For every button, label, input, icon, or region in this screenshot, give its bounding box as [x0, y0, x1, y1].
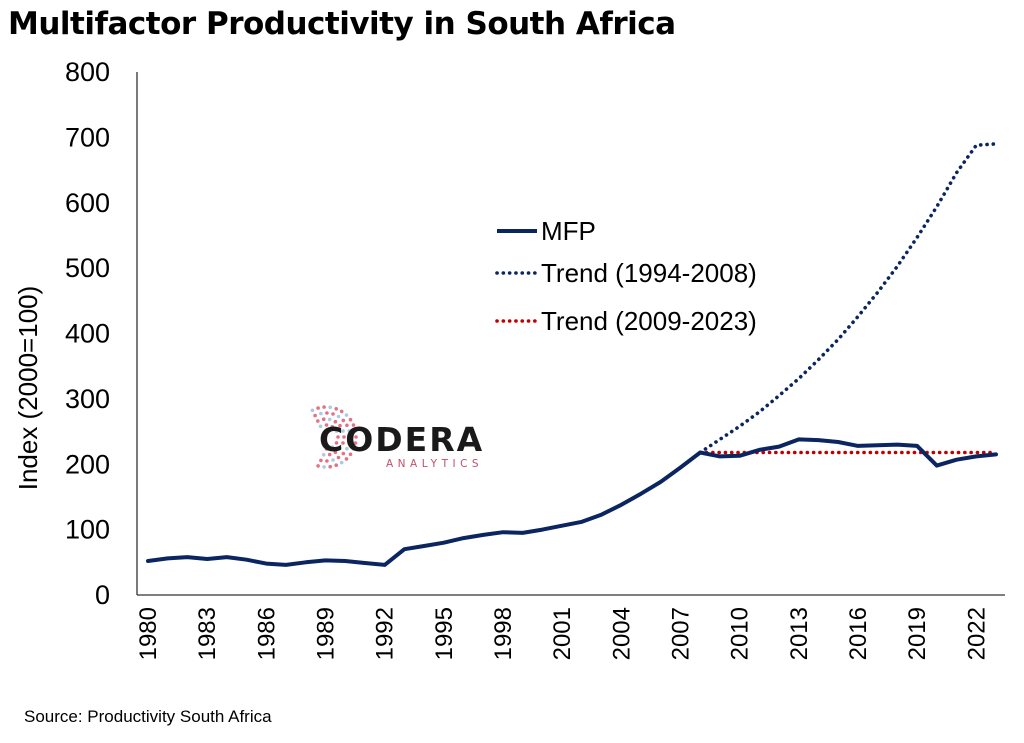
x-tick-label: 2010 — [727, 607, 754, 660]
x-tick-label: 2001 — [549, 607, 576, 660]
y-tick-label: 600 — [65, 188, 110, 218]
x-tick-label: 2022 — [963, 607, 990, 660]
y-tick-label: 700 — [65, 122, 110, 152]
x-tick-label: 2007 — [667, 607, 694, 660]
x-tick-label: 1998 — [490, 607, 517, 660]
logo-tagline: ANALYTICS — [386, 458, 483, 470]
y-axis-label: Index (2000=100) — [13, 286, 43, 491]
series-group — [146, 142, 998, 567]
source-note: Source: Productivity South Africa — [24, 707, 272, 726]
series-line-1 — [698, 142, 998, 455]
x-tick-label: 1989 — [312, 607, 339, 660]
x-tick-label: 1992 — [372, 607, 399, 660]
y-tick-label: 0 — [95, 580, 110, 610]
logo-mark-icon — [310, 405, 358, 469]
legend-label: Trend (2009-2023) — [541, 306, 757, 336]
y-tick-label: 100 — [65, 515, 110, 545]
series-line-0 — [146, 437, 998, 567]
y-axis: 0 100 200 300 400 500 600 700 800 — [65, 57, 138, 610]
legend-label: Trend (1994-2008) — [541, 258, 757, 288]
chart-title: Multifactor Productivity in South Africa — [8, 6, 676, 42]
legend-label: MFP — [541, 216, 596, 246]
logo-name: CODERA — [319, 420, 484, 459]
y-tick-label: 300 — [65, 384, 110, 414]
codera-logo: CODERA ANALYTICS — [310, 405, 484, 470]
x-tick-label: 2013 — [786, 607, 813, 660]
y-tick-label: 400 — [65, 319, 110, 349]
y-tick-label: 500 — [65, 253, 110, 283]
y-tick-label: 800 — [65, 57, 110, 87]
y-tick-label: 200 — [65, 449, 110, 479]
x-tick-label: 1983 — [194, 607, 221, 660]
x-axis: 1980 1983 1986 1989 1992 1995 1998 2001 2004 2007… — [135, 594, 1005, 660]
x-tick-label: 2004 — [608, 607, 635, 660]
x-tick-label: 2019 — [904, 607, 931, 660]
x-tick-label: 1995 — [431, 607, 458, 660]
legend: MFP Trend (1994-2008) Trend (2009-2023) — [495, 216, 757, 336]
x-tick-label: 1980 — [135, 607, 162, 660]
x-tick-label: 1986 — [253, 607, 280, 660]
x-tick-label: 2016 — [845, 607, 872, 660]
